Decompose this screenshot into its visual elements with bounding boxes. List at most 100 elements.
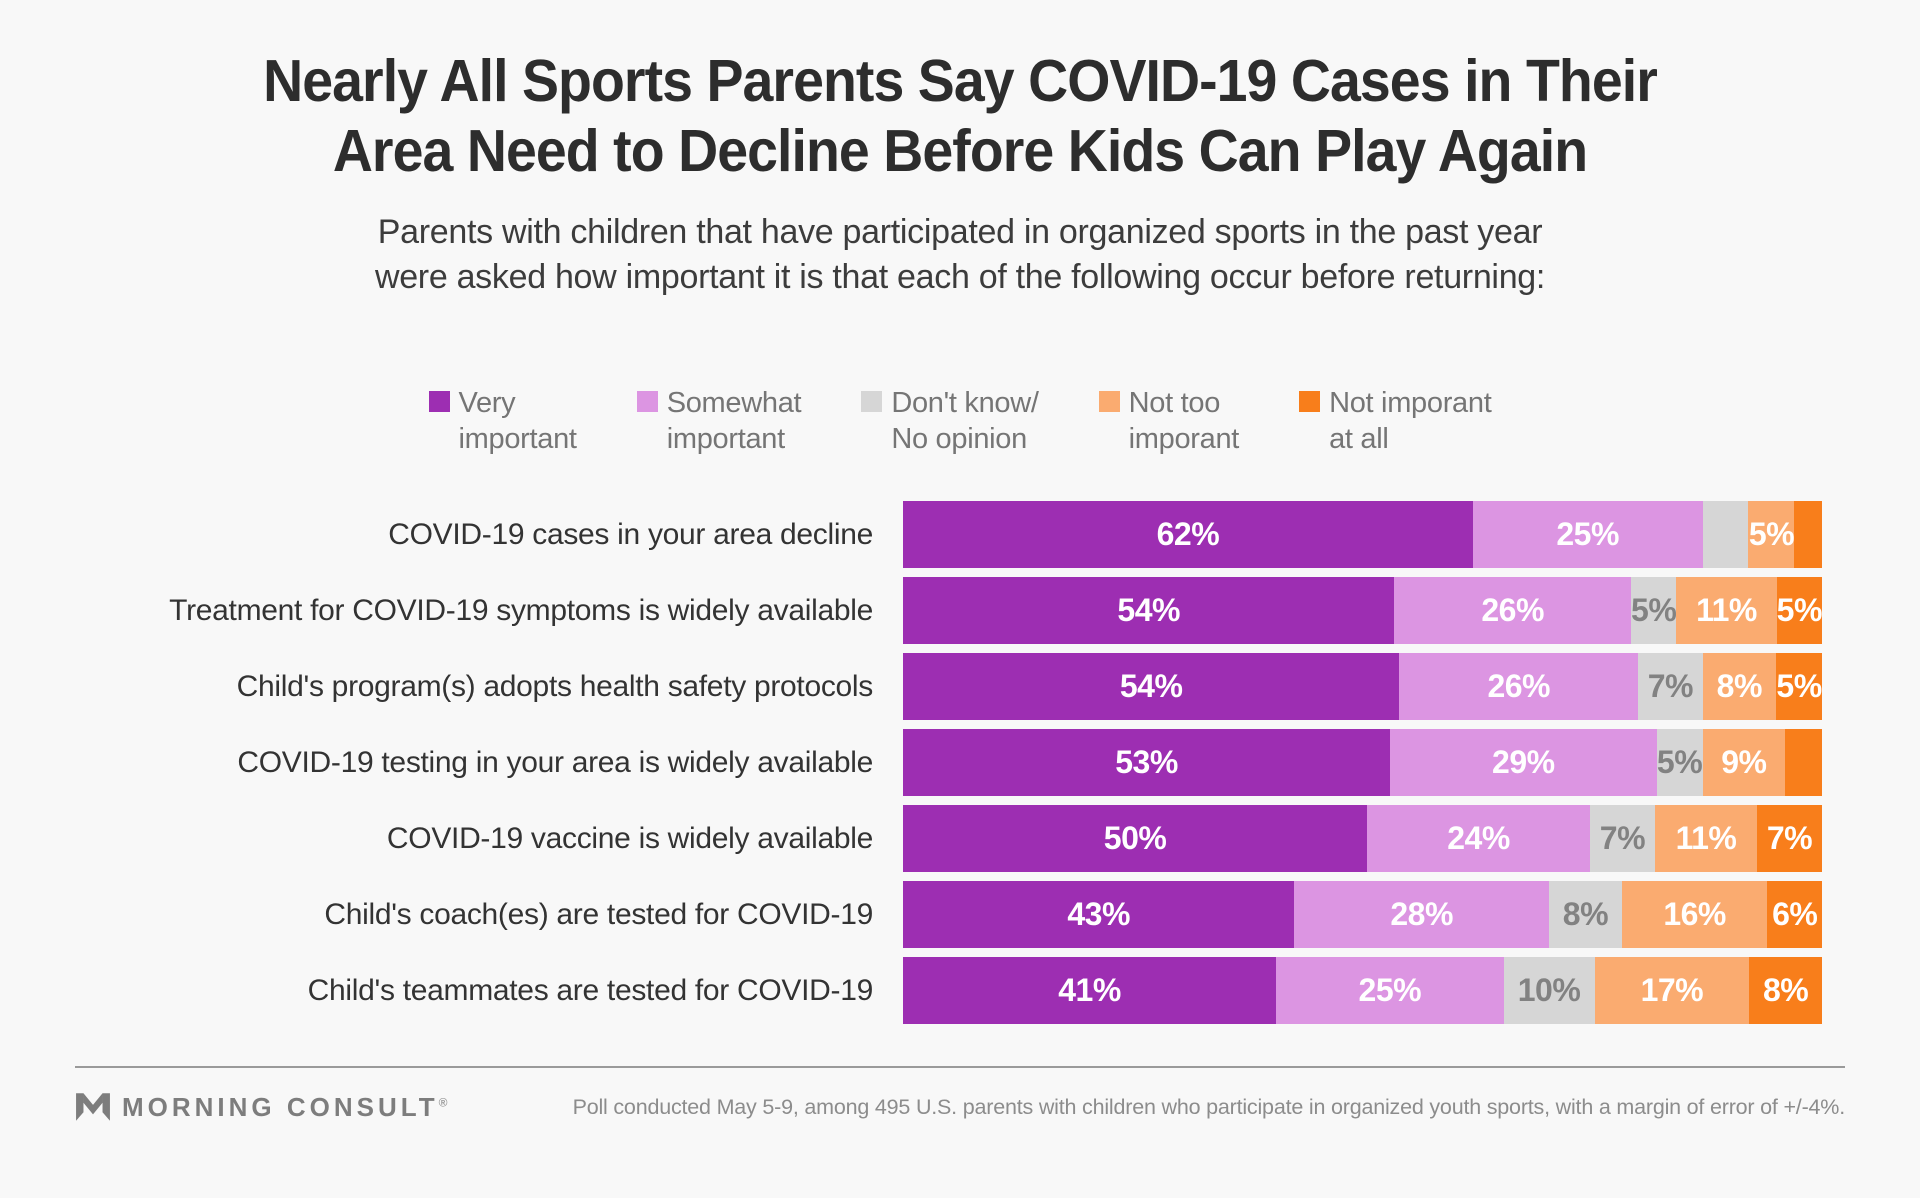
legend-label: Don't know/ No opinion [891,386,1039,456]
bar-segment: 11% [1654,805,1758,873]
chart-row: COVID-19 testing in your area is widely … [98,729,1822,797]
bar-segment-label: 11% [1675,820,1737,857]
row-bar: 50% 24% 7% 11% 7% [903,805,1822,873]
bar-segment: 26% [1399,653,1639,721]
bar-segment: 11% [1676,577,1777,645]
bar-segment: 41% [903,957,1277,1025]
bar-segment: 5% [1630,577,1677,645]
bar-segment: 7% [1757,805,1822,873]
bar-segment: 62% [903,501,1473,569]
bar-segment: 17% [1594,957,1750,1025]
bar-segment: 5% [1656,729,1703,797]
bar-segment-label: 54% [1119,668,1183,705]
stacked-bar-chart: COVID-19 cases in your area decline 62% 25… [98,501,1823,1025]
bar-segment-label: 5% [1748,516,1795,553]
chart-subtitle-line-1: Parents with children that have particip… [377,213,1543,252]
bar-segment: 8% [1749,957,1822,1025]
bar-segment-label: 50% [1103,820,1167,857]
bar-segment: 29% [1390,729,1657,797]
legend-label: Very important [458,386,577,456]
brand: MORNING CONSULT® [75,1092,447,1123]
methodology-note: Poll conducted May 5-9, among 495 U.S. p… [572,1095,1846,1120]
legend-swatch-icon [861,390,883,412]
bar-segment: 7% [1589,805,1655,873]
legend: Very important Somewhat important Don't kn… [0,385,1920,458]
footer: MORNING CONSULT® Poll conducted May 5-9,… [75,1092,1845,1123]
legend-label: Not too imporant [1128,386,1240,456]
row-bar: 43% 28% 8% 16% 6% [903,881,1822,949]
bar-segment-label: 11% [1696,592,1757,629]
bar-segment-label: 5% [1631,592,1677,629]
registered-mark: ® [438,1095,448,1110]
bar-segment-label: 54% [1117,592,1180,629]
bar-segment-label: 53% [1115,744,1178,781]
bar-segment-label: 29% [1492,744,1555,781]
legend-swatch-icon [1299,390,1321,412]
bar-segment: 25% [1472,501,1703,569]
legend-label: Not imporant at all [1329,386,1492,456]
chart-title: Nearly All Sports Parents Say COVID-19 C… [0,46,1920,186]
bar-segment-label: 8% [1562,896,1609,933]
bar-segment [1702,501,1749,569]
bar-segment: 5% [1776,577,1823,645]
bar-segment: 26% [1394,577,1631,645]
bar-segment-label: 26% [1487,668,1550,705]
bar-segment: 5% [1748,501,1795,569]
legend-swatch-icon [428,390,450,412]
bar-segment: 8% [1549,881,1622,949]
bar-segment-label: 62% [1156,516,1220,553]
bar-segment: 5% [1776,653,1822,721]
bar-segment-label: 9% [1721,744,1767,781]
row-label: Child's program(s) adopts health safety … [236,669,874,703]
bar-segment: 54% [903,577,1395,645]
chart-row: Child's coach(es) are tested for COVID-1… [98,881,1822,949]
chart-row: COVID-19 cases in your area decline 62% 25… [98,501,1822,569]
bar-segment-label: 7% [1766,820,1813,857]
row-bar: 62% 25% 5% [903,501,1822,569]
bar-segment-label: 7% [1599,820,1646,857]
bar-segment-label: 7% [1647,668,1694,705]
row-label: Child's teammates are tested for COVID-1… [307,973,874,1007]
bar-segment-label: 5% [1776,668,1822,705]
bar-segment: 43% [903,881,1295,949]
legend-swatch-icon [1098,390,1120,412]
bar-segment-label: 8% [1762,972,1809,1009]
legend-item: Very important [428,385,577,458]
chart-row: Treatment for COVID-19 symptoms is widel… [98,577,1823,645]
row-label: COVID-19 vaccine is widely available [386,821,873,855]
brand-name: MORNING CONSULT® [122,1092,448,1123]
legend-item: Not too imporant [1098,385,1240,458]
row-bar: 41% 25% 10% 17% 8% [903,957,1822,1025]
bar-segment: 8% [1702,653,1777,721]
row-bar: 54% 26% 5% 11% 5% [903,577,1823,645]
legend-item: Somewhat important [636,385,802,458]
bar-segment [1785,729,1822,797]
row-label: Child's coach(es) are tested for COVID-1… [324,897,873,931]
bar-segment-label: 17% [1640,972,1704,1009]
bar-segment-label: 8% [1716,668,1763,705]
bar-segment-label: 6% [1772,896,1818,933]
bar-segment-label: 10% [1517,972,1581,1009]
bar-segment-label: 28% [1390,896,1453,933]
row-label: COVID-19 cases in your area decline [388,517,873,551]
legend-item: Not imporant at all [1299,385,1492,458]
bar-segment-label: 41% [1058,972,1121,1009]
chart-row: COVID-19 vaccine is widely available 50% 2… [98,805,1822,873]
bar-segment: 28% [1294,881,1550,949]
bar-segment-label: 5% [1656,744,1703,781]
chart-title-line-1: Nearly All Sports Parents Say COVID-19 C… [263,48,1658,114]
bar-segment: 7% [1638,653,1703,721]
bar-segment: 9% [1702,729,1786,797]
chart-row: Child's teammates are tested for COVID-1… [98,957,1822,1025]
bar-segment: 54% [903,653,1400,721]
legend-swatch-icon [636,390,658,412]
row-label: Treatment for COVID-19 symptoms is widel… [169,593,873,627]
bar-segment-label: 16% [1663,896,1726,933]
bar-segment-label: 26% [1481,592,1544,629]
chart-subtitle-line-2: were asked how important it is that each… [374,257,1546,296]
bar-segment-label: 25% [1556,516,1619,553]
legend-item: Don't know/ No opinion [861,385,1039,458]
bar-segment-label: 5% [1776,592,1823,629]
bar-segment-label: 24% [1447,820,1510,857]
bar-segment [1794,501,1822,569]
